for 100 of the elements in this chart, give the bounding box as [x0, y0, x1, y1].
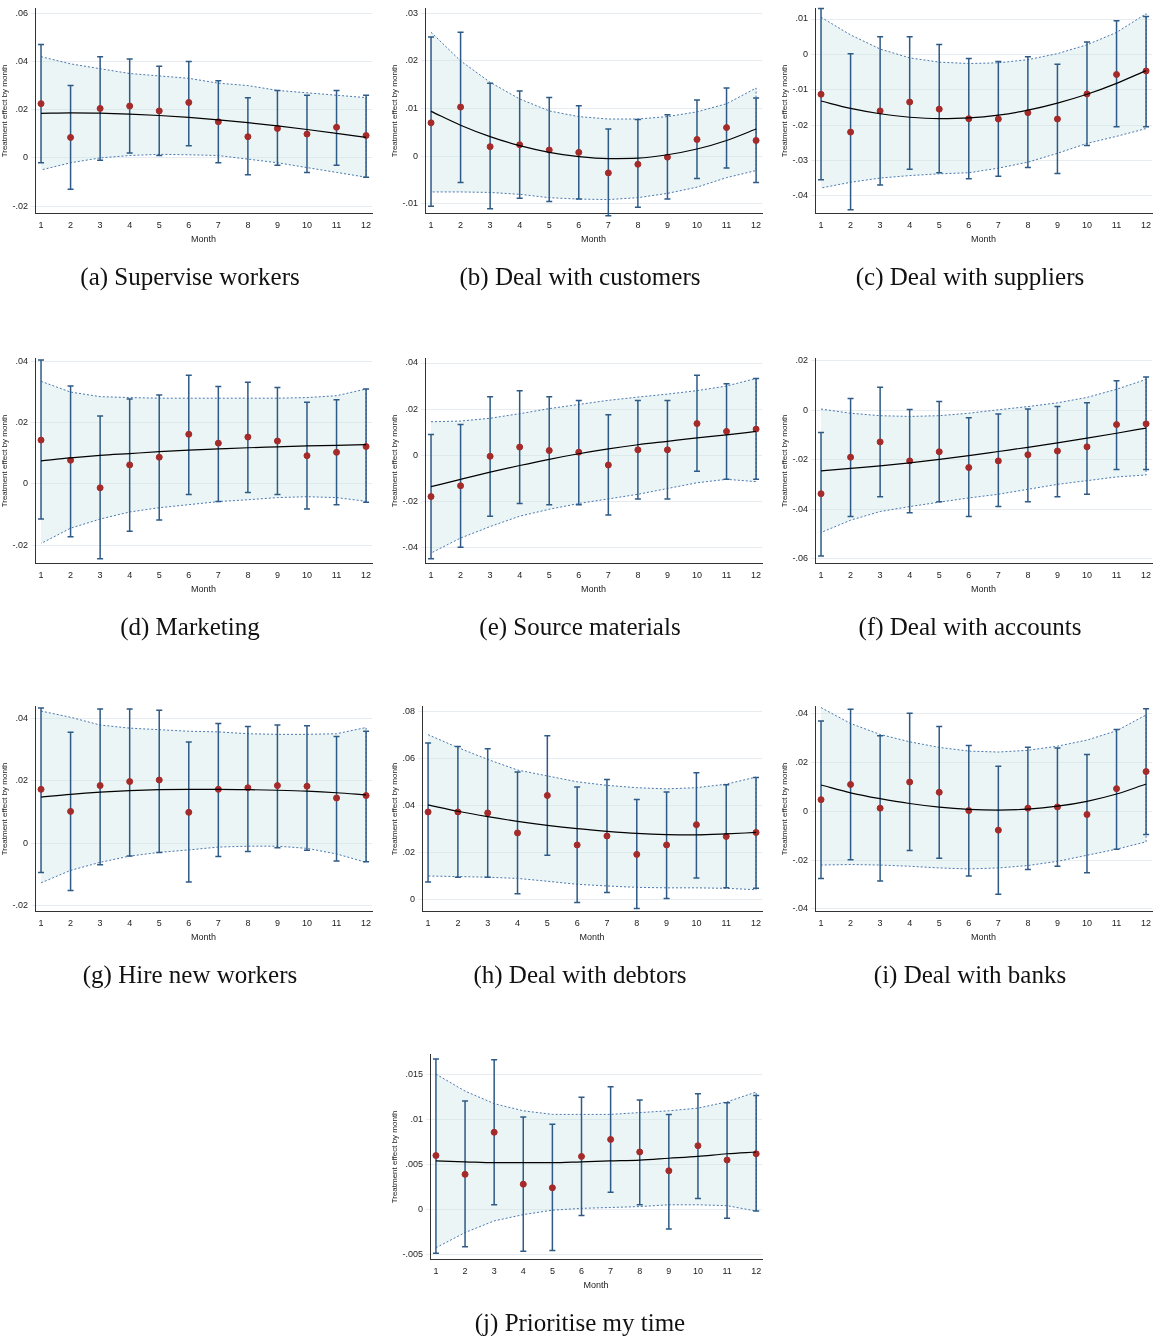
point [96, 484, 104, 492]
x-tick-label: 12 [361, 918, 372, 929]
point [1024, 451, 1032, 459]
point [484, 809, 492, 817]
x-tick-label: 4 [517, 220, 523, 231]
x-tick-label: 12 [361, 570, 372, 581]
point [1053, 115, 1061, 123]
y-tick-label: 0 [413, 150, 419, 161]
point [244, 133, 252, 141]
point [155, 776, 163, 784]
x-tick-label: 11 [1111, 220, 1122, 231]
x-tick-label: 6 [574, 918, 580, 929]
x-tick-label: 6 [186, 220, 192, 231]
x-tick-label: 2 [458, 570, 464, 581]
x-tick-label: 3 [877, 220, 883, 231]
point [214, 439, 222, 447]
text: (g) Hire new workers [81, 961, 299, 989]
y-tick-label: 0 [23, 478, 29, 489]
text: (e) Source materials [478, 613, 682, 641]
x-tick-label: 10 [691, 220, 702, 231]
point [663, 446, 671, 454]
x-tick-label: 1 [428, 220, 434, 231]
point [1113, 71, 1121, 78]
point [185, 808, 193, 816]
point [185, 430, 193, 438]
x-tick-label: 10 [301, 570, 312, 581]
x-tick-label: 2 [455, 918, 461, 929]
point [965, 464, 973, 472]
x-tick-label: 5 [156, 570, 162, 581]
x-tick-label: 8 [245, 918, 251, 929]
x-tick-label: 9 [274, 220, 280, 231]
point [457, 103, 465, 111]
x-tick-label: 1 [428, 570, 434, 581]
y-tick-label: -.01 [402, 198, 419, 209]
point [244, 433, 252, 441]
x-tick-label: 8 [1025, 570, 1031, 581]
x-tick-label: 5 [156, 220, 162, 231]
y-tick-label: -.02 [792, 854, 809, 865]
y-axis-title: Treatment effect by month [0, 762, 9, 856]
point [514, 829, 522, 837]
x-tick-label: 10 [692, 1266, 703, 1277]
point [935, 448, 943, 456]
y-tick-label: -.03 [792, 154, 809, 165]
y-tick-label: 0 [23, 152, 29, 163]
x-tick-label: 11 [331, 918, 342, 929]
x-tick-label: 1 [433, 1266, 439, 1277]
y-tick-label: .02 [405, 55, 419, 66]
point [490, 1128, 498, 1136]
point [1113, 421, 1121, 429]
x-tick-label: 8 [635, 570, 641, 581]
point [752, 425, 760, 433]
point [693, 136, 701, 144]
y-tick-label: .04 [15, 55, 29, 66]
x-axis-title: Month [191, 932, 217, 943]
y-tick-label: -.02 [12, 200, 29, 211]
point [303, 782, 311, 790]
point [906, 98, 914, 106]
point [817, 90, 825, 98]
x-tick-label: 1 [38, 918, 44, 929]
point [1113, 785, 1121, 793]
x-tick-label: 6 [576, 570, 582, 581]
point [155, 107, 163, 115]
x-tick-label: 5 [544, 918, 550, 929]
x-tick-label: 9 [666, 1266, 672, 1277]
y-tick-label: .04 [402, 799, 416, 810]
x-tick-label: 11 [721, 570, 732, 581]
x-tick-label: 12 [751, 1266, 762, 1277]
x-tick-label: 5 [936, 918, 942, 929]
point [847, 781, 855, 788]
y-tick-label: .06 [402, 752, 416, 763]
point [906, 778, 914, 786]
point [935, 105, 943, 113]
point [432, 1152, 440, 1160]
x-tick-label: 2 [68, 220, 74, 231]
x-tick-label: 9 [1054, 220, 1060, 231]
x-tick-label: 9 [664, 918, 670, 929]
y-tick-label: 0 [803, 404, 809, 415]
x-tick-label: 7 [995, 570, 1001, 581]
point [424, 808, 432, 816]
x-tick-label: 2 [458, 220, 464, 231]
x-tick-label: 7 [608, 1266, 614, 1277]
point [935, 788, 943, 796]
y-tick-label: 0 [803, 805, 809, 816]
x-tick-label: 12 [1141, 918, 1152, 929]
x-tick-label: 12 [361, 220, 372, 231]
x-tick-label: 4 [515, 918, 521, 929]
y-tick-label: .04 [15, 713, 29, 724]
point [994, 457, 1002, 465]
point [37, 436, 45, 444]
y-tick-label: 0 [418, 1203, 424, 1214]
y-tick-label: -.04 [402, 541, 419, 552]
point [817, 796, 825, 804]
y-tick-label: -.06 [792, 552, 809, 563]
y-tick-label: 0 [803, 48, 809, 59]
point [543, 791, 551, 799]
point [519, 1180, 527, 1188]
y-tick-label: -.04 [792, 190, 809, 201]
x-tick-label: 3 [485, 918, 491, 929]
x-tick-label: 3 [97, 220, 103, 231]
x-axis-title: Month [971, 234, 997, 245]
